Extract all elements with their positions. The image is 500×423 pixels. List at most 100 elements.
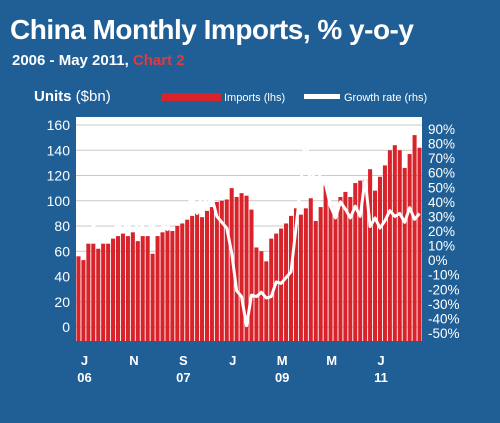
import-bar bbox=[234, 196, 239, 341]
right-tick-label: -20% bbox=[428, 282, 460, 297]
import-bar bbox=[373, 190, 378, 341]
import-bar bbox=[293, 208, 298, 341]
bar-series bbox=[76, 135, 422, 342]
import-bar bbox=[115, 236, 121, 341]
import-bar bbox=[298, 214, 303, 341]
left-tick-label: 0 bbox=[62, 319, 70, 335]
import-bar bbox=[204, 210, 210, 341]
import-bar bbox=[368, 169, 373, 341]
import-bar bbox=[377, 176, 383, 341]
right-tick-label: 90% bbox=[428, 122, 455, 137]
import-bar bbox=[160, 232, 165, 341]
x-tick-year: 06 bbox=[77, 370, 91, 385]
left-tick-label: 80 bbox=[54, 218, 70, 234]
import-bar bbox=[91, 243, 96, 341]
left-tick-label: 60 bbox=[54, 243, 70, 259]
import-bar bbox=[254, 247, 259, 341]
units-label-unit: ($bn) bbox=[71, 88, 111, 105]
chart-title: China Monthly Imports, % y-o-y bbox=[10, 14, 414, 45]
import-bar bbox=[96, 248, 101, 341]
import-bar bbox=[244, 195, 249, 341]
legend-imports-label: Imports (lhs) bbox=[224, 92, 285, 104]
import-bar bbox=[313, 220, 318, 341]
x-axis-ticks: J 06 N S 07 J M 09 M J 11 bbox=[77, 353, 388, 385]
units-label: Units ($bn) bbox=[34, 88, 111, 105]
right-tick-label: -40% bbox=[428, 311, 460, 326]
left-tick-label: 100 bbox=[47, 193, 71, 209]
import-bar bbox=[274, 233, 279, 341]
import-bar bbox=[106, 243, 111, 341]
import-bar bbox=[269, 238, 274, 342]
x-tick-month: J bbox=[81, 353, 88, 368]
import-bar bbox=[303, 208, 308, 341]
import-bar bbox=[219, 200, 224, 341]
x-tick-month: N bbox=[129, 353, 138, 368]
import-bar bbox=[145, 236, 150, 341]
right-tick-label: 70% bbox=[428, 151, 455, 166]
import-bar bbox=[224, 199, 229, 341]
right-tick-label: 60% bbox=[428, 166, 455, 181]
import-bar bbox=[363, 179, 368, 341]
import-bar bbox=[81, 260, 86, 341]
import-bar bbox=[382, 165, 387, 341]
import-bar bbox=[358, 180, 363, 341]
x-tick-month: S bbox=[179, 353, 188, 368]
import-bar bbox=[180, 223, 185, 341]
x-tick-month: M bbox=[277, 353, 288, 368]
import-bar bbox=[140, 236, 145, 341]
left-axis-ticks: 0 20 40 60 80 100 120 140 160 bbox=[47, 117, 71, 335]
right-tick-label: 50% bbox=[428, 180, 455, 195]
x-tick-month: J bbox=[229, 353, 236, 368]
import-bar bbox=[264, 261, 269, 341]
import-bar bbox=[348, 196, 353, 341]
import-bar bbox=[412, 135, 417, 341]
import-bar bbox=[328, 205, 333, 341]
import-bar bbox=[333, 215, 338, 341]
import-bar bbox=[165, 229, 170, 341]
import-bar bbox=[175, 226, 180, 341]
right-tick-label: -10% bbox=[428, 268, 460, 283]
import-bar bbox=[288, 215, 294, 341]
import-bar bbox=[101, 243, 106, 341]
left-tick-label: 160 bbox=[47, 117, 71, 133]
right-tick-label: 40% bbox=[428, 195, 455, 210]
subtitle-chart-number: Chart 2 bbox=[132, 52, 185, 69]
right-tick-label: -50% bbox=[428, 326, 460, 341]
legend-imports-swatch bbox=[161, 93, 221, 101]
import-bar bbox=[111, 238, 116, 342]
import-bar bbox=[259, 251, 264, 341]
import-bar bbox=[338, 196, 343, 341]
import-bar bbox=[239, 193, 244, 341]
right-tick-label: 10% bbox=[428, 239, 455, 254]
right-tick-label: 0% bbox=[428, 253, 448, 268]
chart-subtitle: 2006 - May 2011, Chart 2 bbox=[12, 52, 185, 69]
import-bar bbox=[417, 147, 422, 341]
legend-growth-label: Growth rate (rhs) bbox=[344, 92, 427, 104]
x-tick-month: J bbox=[377, 353, 384, 368]
left-tick-label: 40 bbox=[54, 269, 70, 285]
right-axis-ticks: -50%-40%-30%-20%-10%0%10%20%30%40%50%60%… bbox=[428, 122, 460, 341]
import-bar bbox=[185, 219, 190, 341]
legend-growth-swatch bbox=[304, 94, 340, 99]
import-bar bbox=[135, 241, 140, 341]
import-bar bbox=[170, 231, 175, 341]
x-tick-year: 09 bbox=[275, 370, 289, 385]
left-tick-label: 140 bbox=[47, 142, 71, 158]
x-tick-month: M bbox=[326, 353, 337, 368]
right-tick-label: 30% bbox=[428, 209, 455, 224]
import-bar bbox=[120, 233, 125, 341]
right-tick-label: -30% bbox=[428, 297, 460, 312]
x-tick-year: 07 bbox=[176, 370, 190, 385]
import-bar bbox=[155, 236, 160, 341]
import-bar bbox=[402, 167, 407, 341]
import-bar bbox=[229, 188, 234, 342]
import-bar bbox=[407, 154, 412, 341]
right-tick-label: 20% bbox=[428, 224, 455, 239]
import-bar bbox=[76, 256, 81, 341]
import-bar bbox=[190, 215, 195, 341]
import-bar bbox=[318, 207, 323, 341]
import-bar bbox=[397, 150, 402, 341]
import-bar bbox=[86, 243, 91, 341]
